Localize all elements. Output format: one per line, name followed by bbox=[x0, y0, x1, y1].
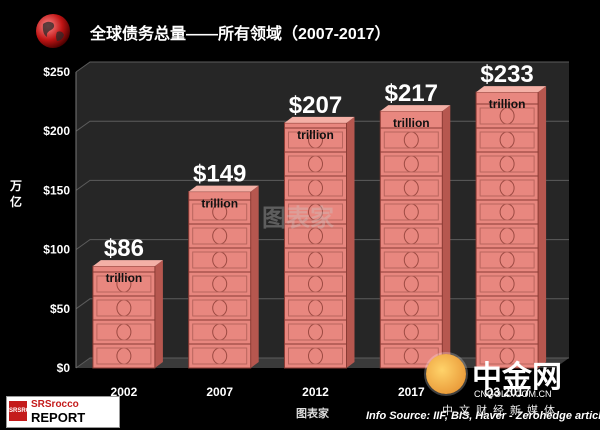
bar bbox=[92, 265, 156, 369]
note-border bbox=[479, 323, 535, 341]
note-border bbox=[383, 131, 439, 149]
x-tick-label: Q3 2017 bbox=[484, 385, 530, 399]
bar-top bbox=[476, 86, 547, 93]
note-border bbox=[192, 299, 248, 317]
bar bbox=[284, 122, 347, 369]
note-border bbox=[479, 155, 535, 173]
note-border bbox=[383, 227, 439, 245]
bar-side bbox=[346, 116, 355, 368]
chart-title: 全球债务总量——所有领域（2007-2017） bbox=[90, 26, 391, 43]
bar-top bbox=[380, 105, 451, 112]
note-border bbox=[383, 203, 439, 221]
brand-watermark: 中金网 CNGOLD.COM.CN 中文财经新媒体 bbox=[420, 346, 600, 417]
bar bbox=[379, 110, 443, 369]
brand-url: CNGOLD.COM.CN bbox=[474, 389, 552, 399]
y-axis-label: 万亿 bbox=[9, 179, 22, 209]
bar-unit-label: trillion bbox=[393, 116, 430, 130]
note-border bbox=[479, 203, 535, 221]
note-border bbox=[479, 251, 535, 269]
y-tick-label: $0 bbox=[57, 361, 71, 375]
note-border bbox=[288, 131, 343, 149]
bar-unit-label: trillion bbox=[297, 128, 334, 142]
brand-tagline: 中文财经新媒体 bbox=[442, 405, 561, 417]
brand-coin-icon bbox=[426, 354, 466, 394]
note-border bbox=[192, 275, 248, 293]
note-border bbox=[192, 251, 248, 269]
bar-top bbox=[284, 116, 355, 123]
note-border bbox=[383, 299, 439, 317]
y-tick-label: $50 bbox=[50, 302, 70, 316]
bar-value-label: $233 bbox=[480, 61, 533, 88]
note-border bbox=[383, 155, 439, 173]
bar-unit-label: trillion bbox=[106, 271, 143, 285]
y-tick-label: $150 bbox=[43, 183, 70, 197]
note-border bbox=[288, 323, 343, 341]
globe-icon bbox=[36, 14, 70, 48]
note-border bbox=[192, 203, 248, 221]
bar-top bbox=[92, 260, 163, 267]
y-tick-label: $200 bbox=[43, 124, 70, 138]
note-border bbox=[192, 347, 248, 365]
note-border bbox=[383, 179, 439, 197]
note-border bbox=[288, 227, 343, 245]
srsrocco-logo: SRSROCCO SRSrocco REPORT bbox=[6, 396, 120, 428]
bar-side bbox=[154, 260, 163, 368]
note-border bbox=[383, 251, 439, 269]
note-border bbox=[479, 275, 535, 293]
bar-side bbox=[442, 105, 451, 369]
note-border bbox=[479, 299, 535, 317]
y-tick-label: $100 bbox=[43, 243, 70, 257]
note-border bbox=[479, 131, 535, 149]
bar-unit-label: trillion bbox=[201, 197, 238, 211]
note-border bbox=[288, 347, 343, 365]
watermark-center: 图表家 bbox=[262, 205, 334, 232]
x-tick-label: 2002 bbox=[111, 385, 138, 399]
bar bbox=[475, 91, 539, 369]
note-border bbox=[383, 275, 439, 293]
note-border bbox=[288, 155, 343, 173]
header: 全球债务总量——所有领域（2007-2017） bbox=[0, 0, 600, 60]
note-border bbox=[288, 299, 343, 317]
note-border bbox=[96, 347, 152, 365]
note-border bbox=[288, 251, 343, 269]
note-border bbox=[288, 203, 343, 221]
bar bbox=[188, 191, 252, 369]
gridline bbox=[75, 61, 569, 73]
bar-unit-label: trillion bbox=[489, 97, 526, 111]
bar-top bbox=[188, 185, 259, 192]
watermark-footer: 图表家 bbox=[296, 408, 329, 420]
bar-value-label: $217 bbox=[385, 80, 438, 107]
note-border bbox=[479, 107, 535, 125]
source-note: Info Source: IIF, BIS, Haver - Zerohedge… bbox=[366, 410, 600, 422]
note-border bbox=[192, 227, 248, 245]
note-border bbox=[96, 299, 152, 317]
logo-line-1: SRSrocco bbox=[31, 399, 79, 410]
note-border bbox=[96, 275, 152, 293]
x-tick-label: 2017 bbox=[398, 385, 425, 399]
note-border bbox=[288, 275, 343, 293]
y-tick-label: $250 bbox=[43, 65, 70, 79]
bar-value-label: $86 bbox=[104, 235, 144, 262]
x-tick-label: 2012 bbox=[302, 385, 329, 399]
note-border bbox=[288, 179, 343, 197]
note-border bbox=[192, 323, 248, 341]
note-border bbox=[479, 179, 535, 197]
bar-value-label: $207 bbox=[289, 92, 342, 119]
note-border bbox=[383, 323, 439, 341]
x-tick-label: 2007 bbox=[206, 385, 233, 399]
bar-value-label: $149 bbox=[193, 161, 246, 188]
note-border bbox=[96, 323, 152, 341]
plot-area: $0 $50 $100 $150 $200 $250 万亿 trillion $86 2002 tr… bbox=[9, 61, 569, 399]
bar-side bbox=[250, 185, 259, 368]
logo-badge-icon: SRSROCCO bbox=[9, 401, 44, 421]
brand-name: 中金网 bbox=[472, 361, 562, 394]
bar-side bbox=[538, 86, 547, 369]
logo-line-2: REPORT bbox=[31, 410, 86, 425]
note-border bbox=[479, 227, 535, 245]
note-border bbox=[479, 347, 535, 365]
